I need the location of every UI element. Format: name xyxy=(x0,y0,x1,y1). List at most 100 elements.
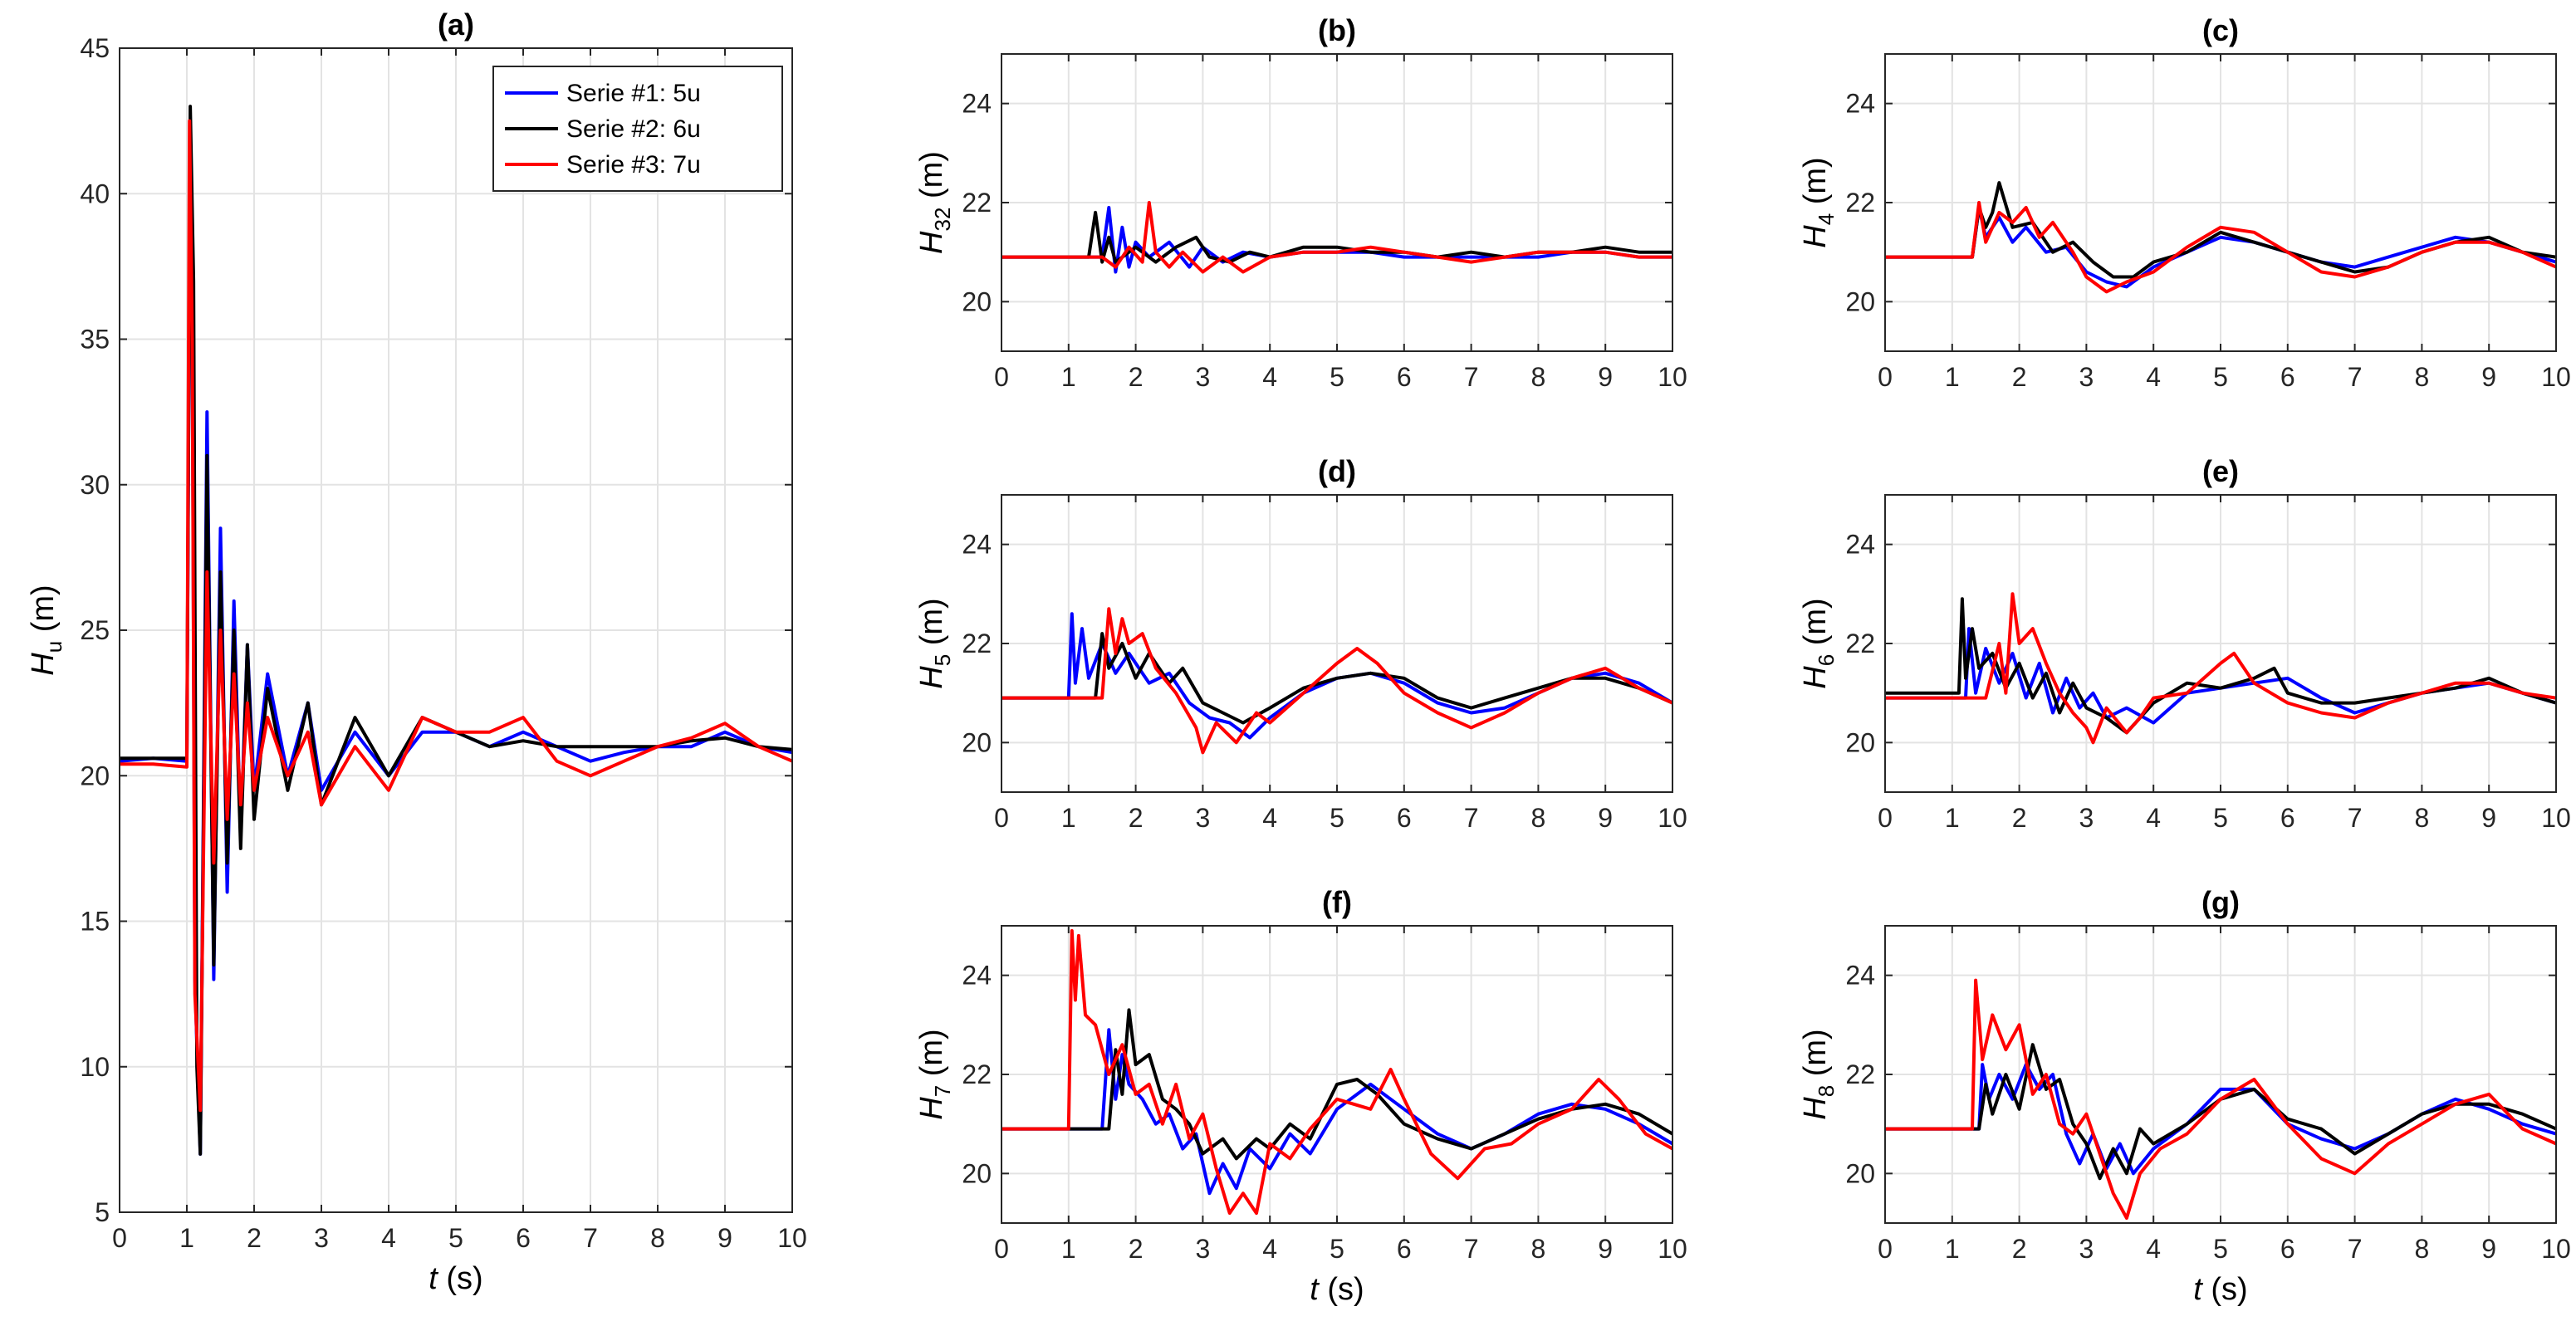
x-tick-label: 9 xyxy=(1598,803,1613,833)
x-tick-label: 6 xyxy=(1397,362,1412,392)
panel-title: (g) xyxy=(2201,885,2240,919)
x-tick-label: 1 xyxy=(1061,1234,1076,1264)
series-line-2 xyxy=(1885,597,2556,735)
x-axis-label: t (s) xyxy=(1310,1272,1364,1307)
y-tick-label: 24 xyxy=(962,530,992,560)
y-axis-var: H xyxy=(26,653,61,676)
x-tick-label: 9 xyxy=(2481,803,2496,833)
series-line-3 xyxy=(1885,592,2556,745)
x-tick-label: 0 xyxy=(994,1234,1009,1264)
y-tick-label: 45 xyxy=(80,33,110,63)
x-tick-label: 5 xyxy=(2213,803,2228,833)
x-tick-label: 3 xyxy=(1196,803,1211,833)
y-axis-label: H5 (m) xyxy=(914,598,955,688)
panel-title: (d) xyxy=(1318,454,1356,488)
y-axis-subscript: 5 xyxy=(930,654,955,666)
x-tick-label: 2 xyxy=(1129,362,1144,392)
x-tick-label: 10 xyxy=(1658,362,1687,392)
x-tick-label: 10 xyxy=(1658,803,1687,833)
x-tick-label: 3 xyxy=(2079,803,2094,833)
y-axis-label: Hu (m) xyxy=(26,585,66,675)
panel-title: (b) xyxy=(1318,13,1356,47)
x-tick-label: 7 xyxy=(2348,362,2363,392)
series-line-2 xyxy=(1885,1043,2556,1181)
x-tick-label: 0 xyxy=(1878,1234,1893,1264)
x-tick-label: 2 xyxy=(247,1223,262,1253)
x-tick-label: 4 xyxy=(1262,362,1277,392)
y-tick-label: 35 xyxy=(80,325,110,355)
y-tick-label: 24 xyxy=(1845,530,1875,560)
x-tick-label: 3 xyxy=(2079,362,2094,392)
y-tick-label: 20 xyxy=(962,727,992,757)
x-tick-label: 6 xyxy=(2280,1234,2295,1264)
y-tick-label: 24 xyxy=(1845,961,1875,991)
x-tick-label: 8 xyxy=(2415,362,2430,392)
y-tick-label: 22 xyxy=(962,188,992,218)
x-tick-label: 1 xyxy=(1061,362,1076,392)
x-tick-label: 9 xyxy=(2481,362,2496,392)
x-tick-label: 6 xyxy=(516,1223,531,1253)
x-tick-label: 4 xyxy=(2146,362,2161,392)
y-tick-label: 20 xyxy=(962,1158,992,1188)
x-tick-label: 6 xyxy=(2280,362,2295,392)
y-tick-label: 22 xyxy=(1845,188,1875,218)
y-tick-label: 15 xyxy=(80,907,110,937)
y-axis-var: H xyxy=(1798,1097,1833,1120)
y-tick-label: 25 xyxy=(80,615,110,645)
x-tick-label: 2 xyxy=(2012,803,2027,833)
y-tick-label: 22 xyxy=(1845,629,1875,658)
series-line-1 xyxy=(1002,612,1672,740)
y-axis-subscript: 4 xyxy=(1814,213,1839,225)
y-axis-unit: (m) xyxy=(914,598,949,654)
y-axis-unit: (m) xyxy=(1798,157,1833,213)
y-tick-label: 22 xyxy=(1845,1059,1875,1089)
y-tick-label: 20 xyxy=(80,761,110,790)
x-tick-label: 9 xyxy=(2481,1234,2496,1264)
y-tick-label: 20 xyxy=(1845,727,1875,757)
x-tick-label: 1 xyxy=(1945,362,1960,392)
x-tick-label: 0 xyxy=(112,1223,127,1253)
x-tick-label: 8 xyxy=(650,1223,665,1253)
y-axis-unit: (m) xyxy=(914,151,949,208)
x-tick-label: 6 xyxy=(1397,1234,1412,1264)
series-line-3 xyxy=(1885,201,2556,294)
x-tick-label: 7 xyxy=(1464,1234,1479,1264)
x-axis-unit: (s) xyxy=(438,1261,483,1296)
y-tick-label: 24 xyxy=(962,89,992,119)
panel-title: (a) xyxy=(438,7,474,42)
y-axis-unit: (m) xyxy=(1798,598,1833,654)
series-line-3 xyxy=(1002,201,1672,274)
x-tick-label: 3 xyxy=(2079,1234,2094,1264)
y-tick-label: 20 xyxy=(962,286,992,316)
y-axis-subscript: 32 xyxy=(930,208,955,232)
y-axis-unit: (m) xyxy=(1798,1029,1833,1085)
x-tick-label: 1 xyxy=(1945,803,1960,833)
y-tick-label: 30 xyxy=(80,470,110,500)
x-tick-label: 2 xyxy=(2012,1234,2027,1264)
series-line-3 xyxy=(120,119,792,1113)
x-tick-label: 8 xyxy=(1531,803,1546,833)
y-axis-label: H8 (m) xyxy=(1798,1029,1839,1119)
x-tick-label: 4 xyxy=(381,1223,396,1253)
x-tick-label: 0 xyxy=(994,362,1009,392)
legend: Serie #1: 5u Serie #2: 6u Serie #3: 7u xyxy=(492,66,783,192)
x-tick-label: 8 xyxy=(2415,1234,2430,1264)
panel-title: (f) xyxy=(1322,885,1352,919)
x-tick-label: 4 xyxy=(1262,1234,1277,1264)
x-tick-label: 4 xyxy=(2146,1234,2161,1264)
series-line-3 xyxy=(1002,929,1672,1216)
x-tick-label: 9 xyxy=(1598,362,1613,392)
x-axis-unit: (s) xyxy=(1319,1272,1364,1307)
y-axis-unit: (m) xyxy=(26,585,61,641)
y-tick-label: 40 xyxy=(80,179,110,208)
x-tick-label: 0 xyxy=(1878,803,1893,833)
x-axis-var: t xyxy=(429,1261,438,1296)
x-tick-label: 0 xyxy=(994,803,1009,833)
x-tick-label: 10 xyxy=(2541,362,2571,392)
x-tick-label: 8 xyxy=(1531,362,1546,392)
legend-label-1: Serie #1: 5u xyxy=(566,80,701,107)
x-tick-label: 4 xyxy=(2146,803,2161,833)
